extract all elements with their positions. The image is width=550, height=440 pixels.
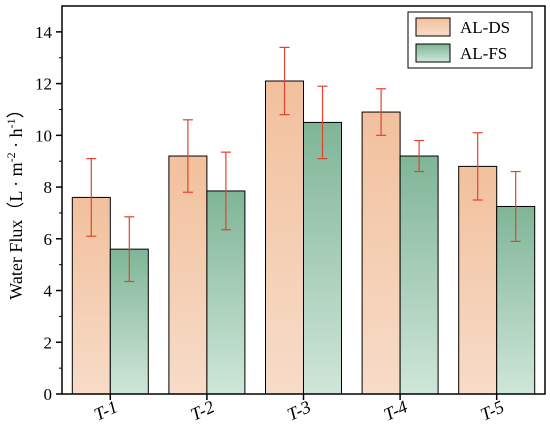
error-bar xyxy=(182,119,193,193)
y-tick-label: 8 xyxy=(44,178,53,197)
error-bar xyxy=(472,132,483,201)
y-axis-title-part: m xyxy=(6,162,26,176)
x-tick-label: T-5 xyxy=(477,396,507,424)
bar-al-ds-t-4[interactable] xyxy=(361,111,401,395)
bar-al-ds-t-5[interactable] xyxy=(458,165,498,395)
y-axis-title-part: · xyxy=(6,176,26,191)
y-tick-label: 6 xyxy=(44,230,53,249)
bar-al-ds-t-3[interactable] xyxy=(265,80,304,395)
error-bar xyxy=(279,46,290,116)
error-bar xyxy=(124,216,135,283)
y-axis-title-part: -2 xyxy=(4,152,18,162)
y-axis-title-part: （ xyxy=(6,202,26,220)
error-bar xyxy=(414,139,425,173)
y-axis-title-part: Water Flux xyxy=(6,220,26,300)
x-tick-label: T-3 xyxy=(284,396,314,424)
bar-al-fs-t-3[interactable] xyxy=(303,121,342,395)
y-axis-title-part: L xyxy=(6,191,26,201)
y-tick-label: 0 xyxy=(44,385,53,404)
legend-swatch xyxy=(415,17,451,37)
y-axis-title-part: ） xyxy=(6,100,26,118)
y-axis-title-part: -1 xyxy=(4,118,18,128)
bar-al-ds-t-2[interactable] xyxy=(168,155,208,395)
x-tick-label: T-4 xyxy=(381,396,411,424)
y-axis-title-part: · xyxy=(6,137,26,152)
y-axis-title-part: h xyxy=(6,128,26,137)
y-tick-label: 14 xyxy=(35,23,53,42)
y-axis-title: Water Flux（L · m-2 · h-1） xyxy=(4,100,26,299)
error-bar xyxy=(86,158,97,237)
error-bar xyxy=(220,151,231,231)
legend-swatch xyxy=(415,43,451,63)
y-tick-label: 4 xyxy=(44,282,53,301)
error-bar xyxy=(510,170,521,242)
error-bar xyxy=(376,88,387,136)
x-tick-label: T-2 xyxy=(187,396,217,424)
x-tick-label: T-1 xyxy=(91,396,121,424)
y-tick-label: 10 xyxy=(35,126,52,145)
legend-label: AL-DS xyxy=(460,18,510,37)
bar-al-fs-t-4[interactable] xyxy=(399,155,439,395)
legend-label: AL-FS xyxy=(460,44,507,63)
error-bar xyxy=(317,85,328,160)
y-tick-label: 12 xyxy=(35,75,52,94)
y-tick-label: 2 xyxy=(44,333,53,352)
plot-frame xyxy=(61,5,546,395)
